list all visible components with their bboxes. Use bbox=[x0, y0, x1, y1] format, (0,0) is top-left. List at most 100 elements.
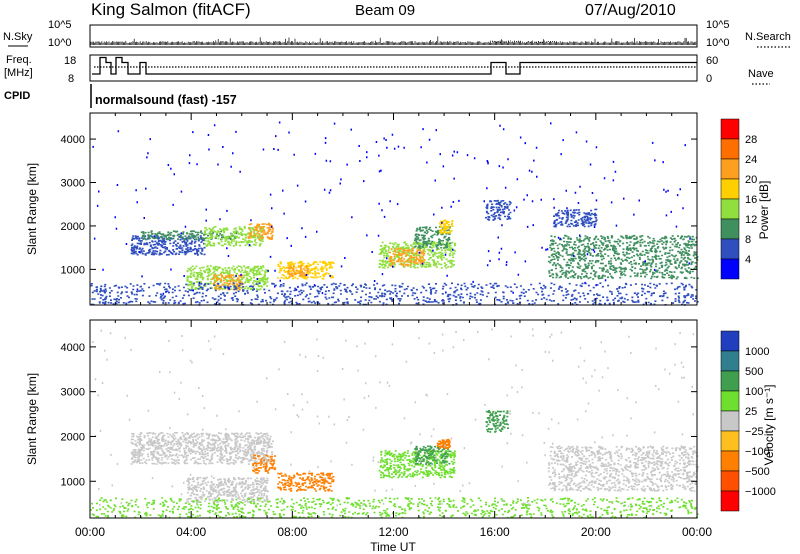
freq-label-line1: Freq. bbox=[6, 54, 32, 66]
power-speckle bbox=[92, 121, 691, 295]
velocity-colorbar-tick: 1000 bbox=[745, 346, 769, 358]
freq-tick-high: 18 bbox=[64, 55, 76, 67]
power-colorbar-segment bbox=[720, 258, 740, 280]
velocity-colorbar-tick: 100 bbox=[745, 386, 763, 398]
velocity-colorbar-segment bbox=[720, 370, 740, 392]
frequency-trace bbox=[92, 56, 697, 75]
velocity-colorbar-tick: −25 bbox=[745, 426, 764, 438]
power-axes: 1000 2000 3000 4000 bbox=[61, 113, 698, 305]
velocity-y-tick-label: 4000 bbox=[61, 342, 85, 354]
velocity-speckle bbox=[92, 328, 695, 508]
noise-search-line bbox=[490, 40, 559, 44]
power-y-tick-label: 4000 bbox=[61, 134, 85, 146]
noise-tick-low-right: 10^0 bbox=[706, 37, 730, 49]
time-tick-label: 20:00 bbox=[581, 525, 611, 539]
power-colorbar-label: Power [dB] bbox=[757, 181, 771, 240]
velocity-colorbar-segment bbox=[720, 490, 740, 512]
noise-sky-line bbox=[90, 36, 697, 45]
power-colorbar-segment bbox=[720, 198, 740, 220]
noise-panel: 10^5 10^0 10^5 10^0 N.Sky N.Search bbox=[3, 19, 791, 49]
power-colorbar-segment bbox=[720, 158, 740, 180]
cpid-label: CPID bbox=[4, 90, 30, 102]
power-ylabel: Slant Range [km] bbox=[25, 163, 39, 255]
power-panel: 1000 2000 3000 4000 Slant Range [km] bbox=[25, 112, 699, 306]
power-colorbar-tick: 28 bbox=[745, 134, 757, 146]
velocity-echo-region bbox=[277, 472, 335, 492]
velocity-echo-region bbox=[436, 438, 451, 450]
power-colorbar: 28 24 20 16 12 8 4 bbox=[720, 118, 757, 280]
velocity-y-tick-label: 1000 bbox=[61, 476, 85, 488]
beam-title: Beam 09 bbox=[355, 2, 415, 19]
power-echo-region bbox=[140, 230, 238, 241]
power-y-tick-label: 3000 bbox=[61, 178, 85, 190]
time-tick-label: 08:00 bbox=[277, 525, 307, 539]
velocity-echo-region bbox=[414, 445, 451, 465]
freq-panel: 18 8 60 0 Freq. [MHz] Nave bbox=[4, 54, 774, 85]
power-colorbar-segment bbox=[720, 238, 740, 260]
noise-sky-trace bbox=[90, 36, 697, 45]
velocity-echo-region bbox=[90, 497, 699, 519]
velocity-colorbar-segment bbox=[720, 430, 740, 452]
noise-panel-frame bbox=[89, 24, 698, 48]
noise-search-trace bbox=[490, 40, 559, 44]
power-echo-region bbox=[247, 222, 274, 241]
velocity-colorbar: 1000 500 100 25 −25 −100 −500 −1000 bbox=[720, 330, 776, 512]
nsky-label: N.Sky bbox=[3, 31, 33, 43]
power-y-tick-label: 2000 bbox=[61, 221, 85, 233]
noise-tick-low-left: 10^0 bbox=[48, 37, 72, 49]
time-tick-label: 04:00 bbox=[176, 525, 206, 539]
velocity-colorbar-tick: 500 bbox=[745, 366, 763, 378]
power-colorbar-tick: 12 bbox=[745, 214, 757, 226]
velocity-echo-region bbox=[547, 445, 699, 492]
power-echo-region bbox=[378, 241, 457, 269]
velocity-axes: 1000 2000 3000 4000 bbox=[61, 320, 698, 518]
power-colorbar-segment bbox=[720, 218, 740, 240]
velocity-heatmap bbox=[90, 328, 699, 519]
power-colorbar-segment bbox=[720, 118, 740, 140]
power-echo-region bbox=[553, 208, 598, 228]
velocity-echo-region bbox=[252, 454, 277, 474]
power-echo-region bbox=[277, 260, 335, 280]
power-echo-region bbox=[90, 282, 699, 306]
site-title: King Salmon (fitACF) bbox=[91, 0, 251, 19]
noise-tick-high-right: 10^5 bbox=[706, 19, 730, 31]
velocity-y-tick-label: 3000 bbox=[61, 387, 85, 399]
power-y-tick-label: 1000 bbox=[61, 264, 85, 276]
power-colorbar-tick: 8 bbox=[745, 234, 751, 246]
velocity-colorbar-segment bbox=[720, 390, 740, 412]
freq-tick-low: 8 bbox=[68, 73, 74, 85]
velocity-colorbar-segment bbox=[720, 470, 740, 492]
power-echo-region bbox=[485, 199, 512, 221]
time-tick-label: 16:00 bbox=[480, 525, 510, 539]
time-axis-labels: 00:00 04:00 08:00 12:00 16:00 20:00 00:00 bbox=[75, 525, 712, 539]
power-colorbar-tick: 20 bbox=[745, 174, 757, 186]
cpid-panel: CPID normalsound (fast) -157 bbox=[4, 84, 237, 108]
power-heatmap bbox=[90, 121, 699, 306]
date-title: 07/Aug/2010 bbox=[585, 2, 676, 19]
velocity-colorbar-tick: −1000 bbox=[745, 486, 776, 498]
velocity-colorbar-segment bbox=[720, 350, 740, 372]
power-echo-region bbox=[287, 265, 310, 278]
time-tick-label: 00:00 bbox=[682, 525, 712, 539]
velocity-colorbar-tick: −500 bbox=[745, 466, 770, 478]
nave-tick-high: 60 bbox=[706, 55, 718, 67]
time-tick-label: 00:00 bbox=[75, 525, 105, 539]
nsearch-label: N.Search bbox=[745, 31, 791, 43]
velocity-echo-region bbox=[485, 410, 509, 433]
time-tick-label: 12:00 bbox=[378, 525, 408, 539]
power-echo-region bbox=[388, 247, 426, 267]
power-echo-region bbox=[186, 265, 269, 291]
power-echo-region bbox=[204, 225, 264, 247]
velocity-colorbar-segment bbox=[720, 450, 740, 472]
power-colorbar-tick: 24 bbox=[745, 154, 757, 166]
velocity-echo-region bbox=[186, 476, 269, 503]
power-echo-region bbox=[439, 219, 454, 234]
velocity-panel: 1000 2000 3000 4000 Slant Range [km] bbox=[25, 319, 699, 519]
velocity-colorbar-segment bbox=[720, 330, 740, 352]
freq-panel-frame bbox=[89, 54, 698, 82]
power-echo-region bbox=[547, 234, 699, 280]
velocity-colorbar-segment bbox=[720, 410, 740, 432]
power-colorbar-segment bbox=[720, 138, 740, 160]
velocity-colorbar-label: Velocity [m s⁻¹] bbox=[762, 384, 776, 465]
